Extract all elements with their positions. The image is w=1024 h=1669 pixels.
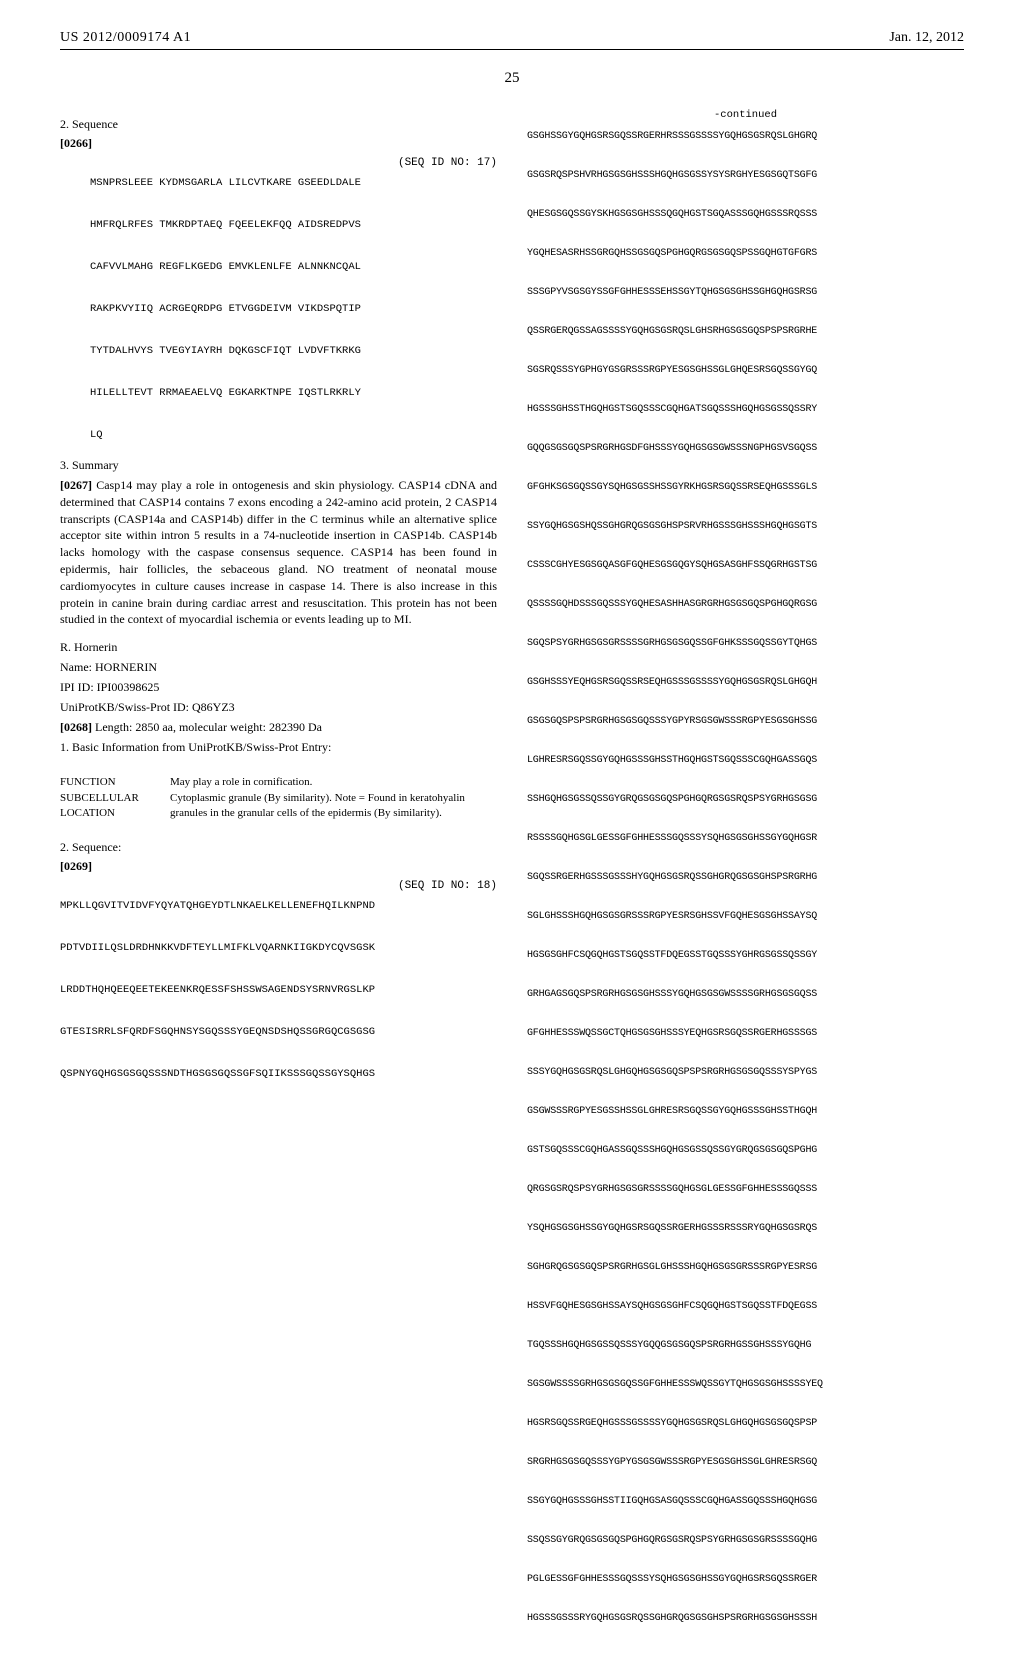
function-row: FUNCTION May play a role in cornificatio… — [60, 775, 497, 789]
seq-continued-block: GSGHSSGYGQHGSRSGQSSRGERHRSSSGSSSSYGQHGSG… — [527, 127, 964, 1629]
section-3-summary-title: 3. Summary — [60, 458, 497, 473]
para-0267-num: [0267] — [60, 478, 92, 492]
page-number: 25 — [60, 70, 964, 87]
para-0267-text: Casp14 may play a role in ontogenesis an… — [60, 478, 497, 626]
content-columns: 2. Sequence [0266] (SEQ ID NO: 17) MSNPR… — [60, 109, 964, 1629]
continued-label: -continued — [527, 109, 964, 121]
para-0268: [0268] Length: 2850 aa, molecular weight… — [60, 720, 497, 735]
function-label: FUNCTION — [60, 775, 170, 789]
section-2-sequence-title: 2. Sequence — [60, 117, 497, 132]
summary-0267: [0267] Casp14 may play a role in ontogen… — [60, 477, 497, 628]
seq-17-label: (SEQ ID NO: 17) — [60, 157, 497, 169]
function-table: FUNCTION May play a role in cornificatio… — [60, 775, 497, 820]
publication-date: Jan. 12, 2012 — [889, 30, 964, 46]
page-header: US 2012/0009174 A1 Jan. 12, 2012 — [60, 30, 964, 50]
subcellular-label: SUBCELLULAR LOCATION — [60, 791, 170, 820]
protein-r-hornerin: R. Hornerin — [60, 640, 497, 655]
section-2b-sequence-title: 2. Sequence: — [60, 840, 497, 855]
para-0268-text: Length: 2850 aa, molecular weight: 28239… — [95, 720, 322, 734]
subcellular-row: SUBCELLULAR LOCATION Cytoplasmic granule… — [60, 791, 497, 820]
para-0269: [0269] — [60, 859, 497, 874]
seq-18-label: (SEQ ID NO: 18) — [60, 880, 497, 892]
para-0266: [0266] — [60, 136, 497, 151]
ipi-id-line: IPI ID: IPI00398625 — [60, 680, 497, 695]
right-column: -continued GSGHSSGYGQHGSRSGQSSRGERHRSSSG… — [527, 109, 964, 1629]
seq-18-block: MPKLLQGVITVIDVFYQYATQHGEYDTLNKAELKELLENE… — [60, 896, 497, 1085]
seq-17-block: MSNPRSLEEE KYDMSGARLA LILCVTKARE GSEEDLD… — [90, 173, 497, 446]
publication-number: US 2012/0009174 A1 — [60, 30, 191, 46]
protein-name-line: Name: HORNERIN — [60, 660, 497, 675]
basic-info-heading: 1. Basic Information from UniProtKB/Swis… — [60, 740, 497, 755]
left-column: 2. Sequence [0266] (SEQ ID NO: 17) MSNPR… — [60, 109, 497, 1629]
para-0268-num: [0268] — [60, 720, 92, 734]
function-value: May play a role in cornification. — [170, 775, 497, 789]
uniprot-id-line: UniProtKB/Swiss-Prot ID: Q86YZ3 — [60, 700, 497, 715]
subcellular-value: Cytoplasmic granule (By similarity). Not… — [170, 791, 497, 820]
